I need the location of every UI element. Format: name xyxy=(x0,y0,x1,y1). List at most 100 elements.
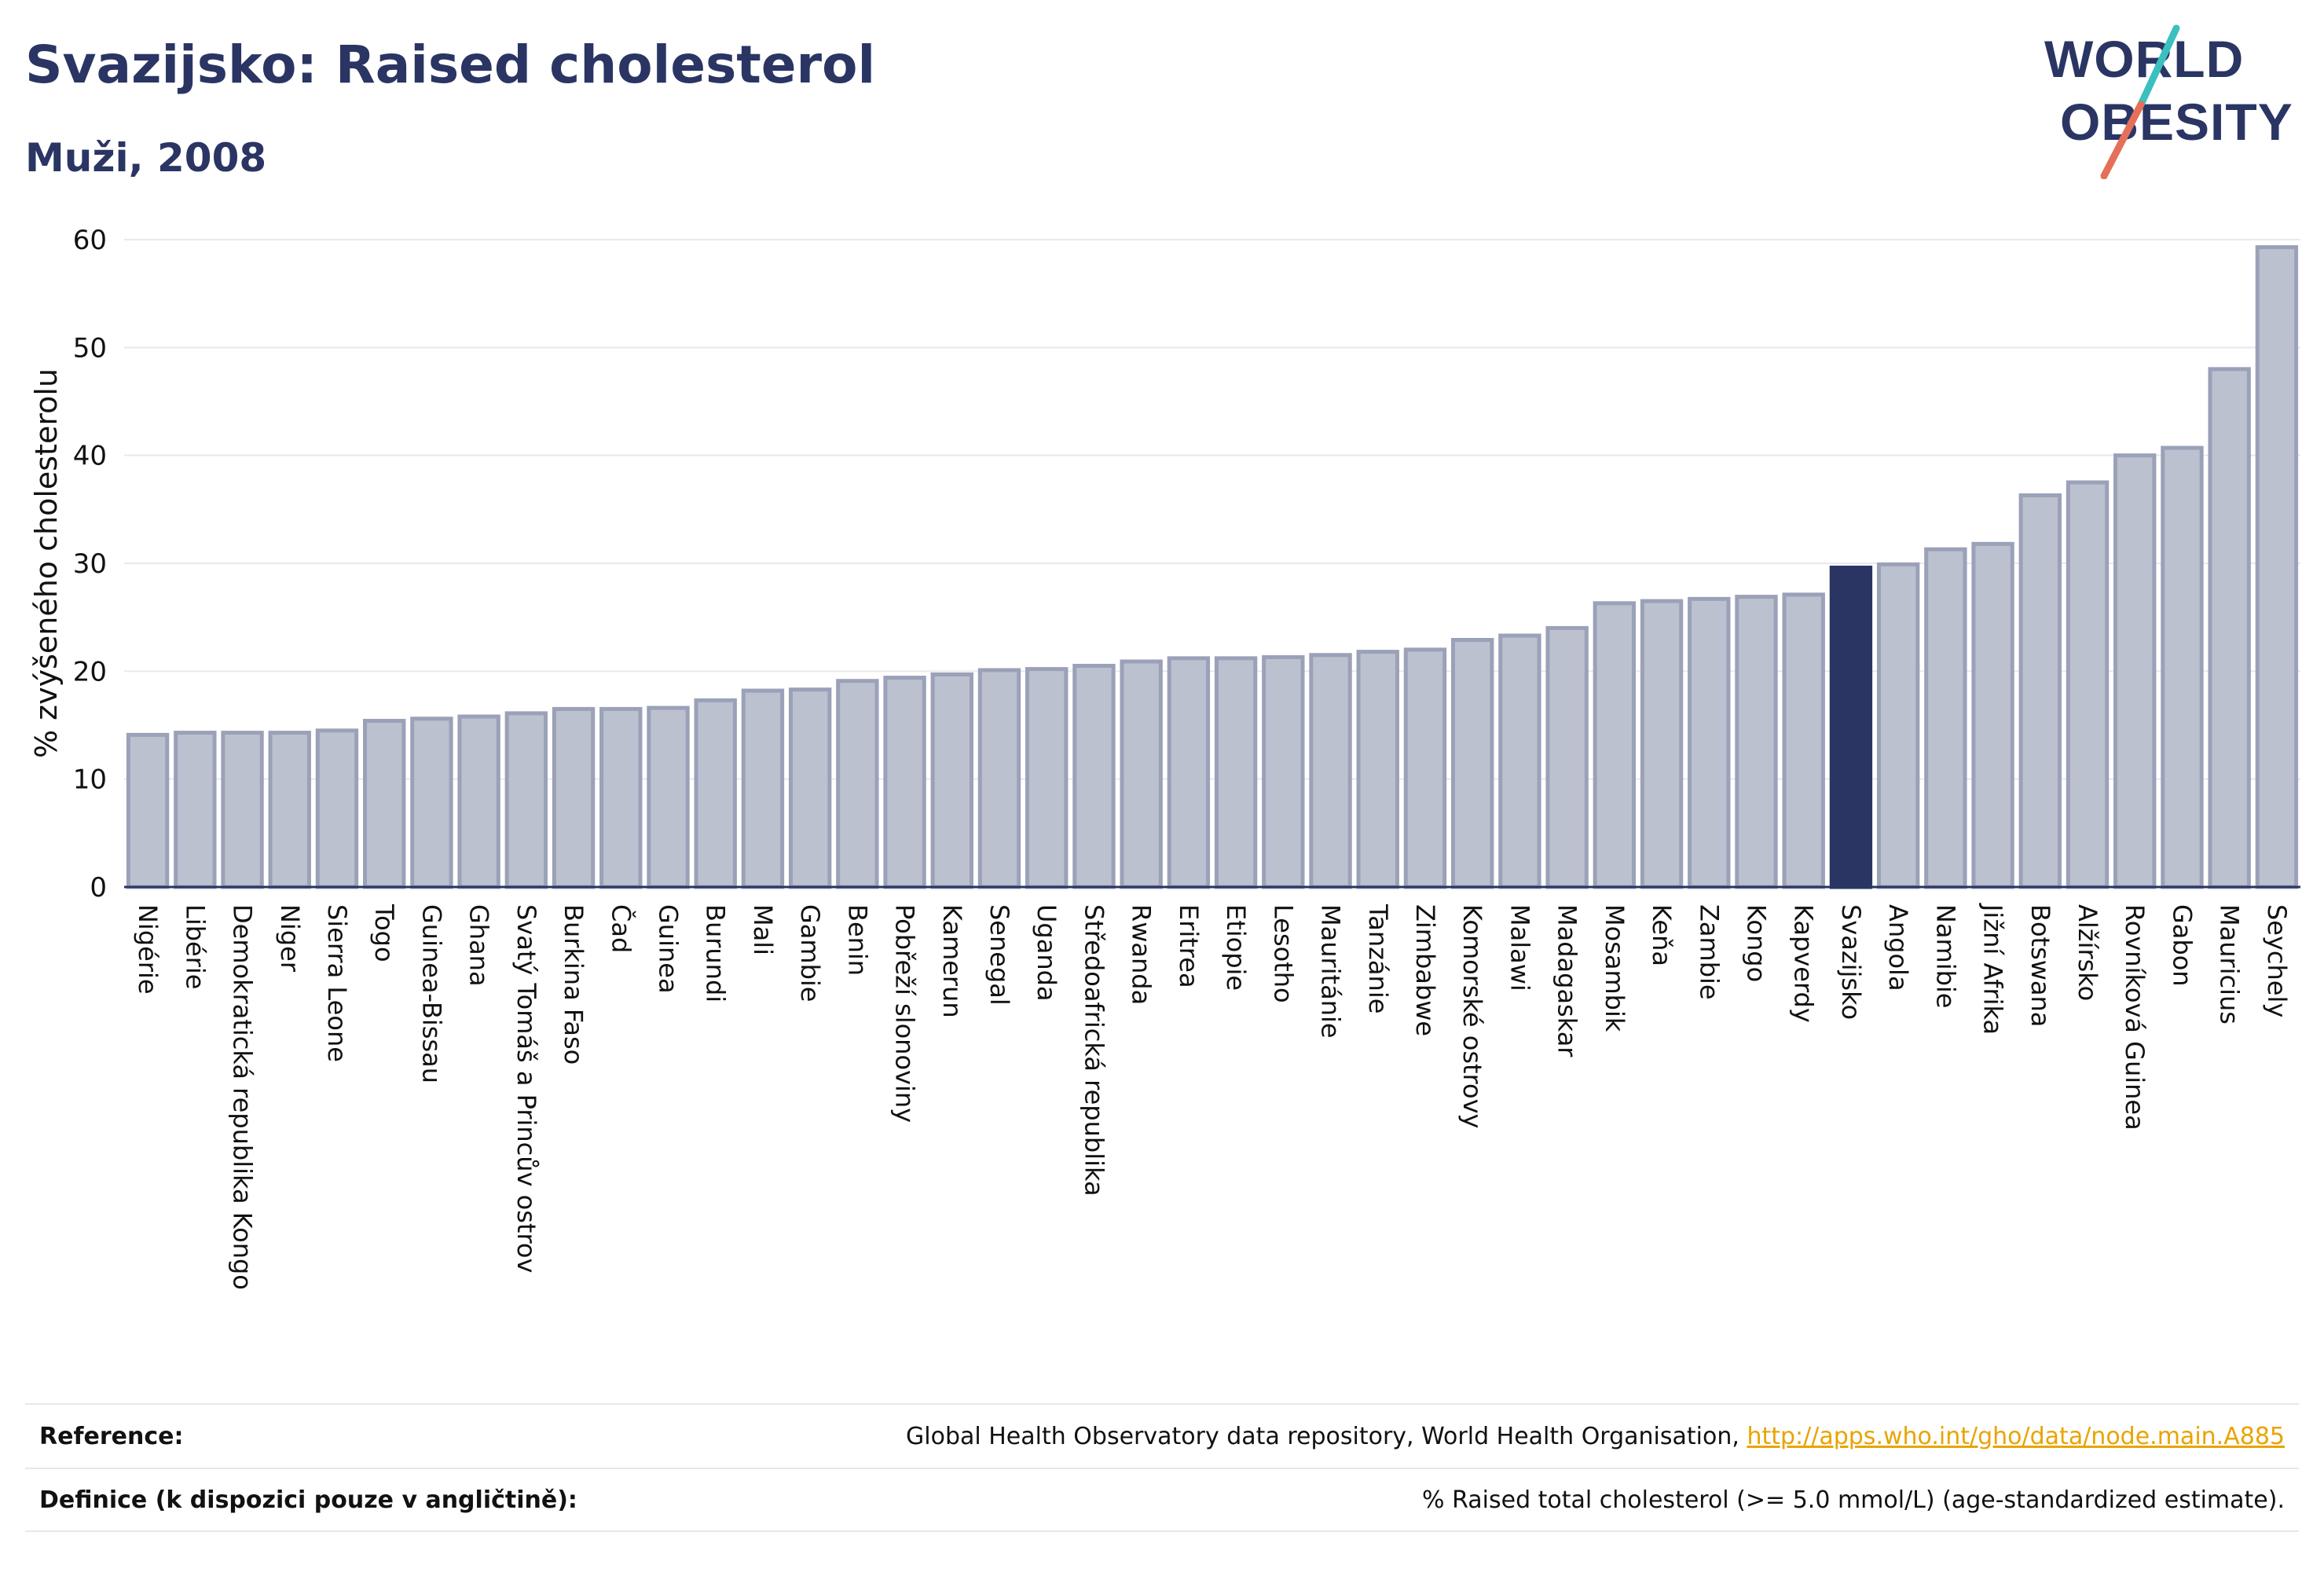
bar[interactable] xyxy=(1498,633,1541,889)
x-category-label: Mosambik xyxy=(1600,904,1629,1032)
bar[interactable] xyxy=(599,706,643,889)
bar[interactable] xyxy=(1451,638,1494,889)
y-tick-label: 50 xyxy=(73,332,107,364)
x-category-label: Jižní Afrika xyxy=(1978,903,2008,1035)
bar[interactable] xyxy=(647,706,690,889)
bar[interactable] xyxy=(221,731,264,889)
bar[interactable] xyxy=(977,668,1021,889)
logo-slash-teal xyxy=(2137,24,2180,108)
y-tick-label: 0 xyxy=(90,872,107,903)
bar[interactable] xyxy=(457,714,500,889)
bar[interactable] xyxy=(1214,656,1258,889)
x-category-label: Eritrea xyxy=(1174,904,1204,988)
bar[interactable] xyxy=(1072,663,1116,889)
reference-label: Reference: xyxy=(39,1422,184,1450)
bar[interactable] xyxy=(1876,562,1920,889)
chart-subtitle: Muži, 2008 xyxy=(25,135,267,181)
x-category-label: Svatý Tomáš a Princův ostrov xyxy=(511,904,541,1273)
x-category-label: Kamerun xyxy=(937,904,967,1018)
bar[interactable] xyxy=(1120,659,1163,889)
x-category-label: Zimbabwe xyxy=(1410,904,1440,1036)
x-category-label: Zambie xyxy=(1694,904,1724,1000)
bar[interactable] xyxy=(1735,595,1778,889)
bar[interactable] xyxy=(1688,596,1731,889)
x-category-label: Libérie xyxy=(180,904,210,989)
y-tick-label: 30 xyxy=(73,548,107,580)
x-category-label: Mauricius xyxy=(2215,904,2245,1024)
x-category-label: Kapverdy xyxy=(1789,904,1819,1023)
x-category-label: Guinea xyxy=(654,904,684,994)
reference-table: Reference: Global Health Observatory dat… xyxy=(25,1403,2299,1532)
bar[interactable] xyxy=(126,732,170,889)
x-axis-labels: Nigérie Libérie Demokratická republika Kon… xyxy=(133,903,2292,1290)
y-tick-label: 60 xyxy=(73,225,107,256)
bars xyxy=(126,245,2299,889)
bar[interactable] xyxy=(2208,367,2251,889)
bar[interactable] xyxy=(2113,453,2157,889)
x-category-label: Niger xyxy=(275,904,305,973)
bar[interactable] xyxy=(1262,654,1305,889)
bar[interactable] xyxy=(268,731,311,889)
reference-value: Global Health Observatory data repositor… xyxy=(906,1423,2285,1450)
x-category-label: Senegal xyxy=(984,904,1014,1006)
x-category-label: Benin xyxy=(842,904,872,976)
bar[interactable] xyxy=(1545,625,1589,889)
x-category-label: Tanzánie xyxy=(1363,903,1393,1013)
x-category-label: Burkina Faso xyxy=(559,904,588,1065)
bar[interactable] xyxy=(1025,667,1069,889)
x-category-label: Demokratická republika Kongo xyxy=(228,904,258,1290)
bar[interactable] xyxy=(174,731,217,889)
x-category-label: Pobřeží slonoviny xyxy=(890,904,920,1123)
x-category-label: Komorské ostrovy xyxy=(1457,904,1487,1129)
y-tick-label: 20 xyxy=(73,656,107,687)
bar[interactable] xyxy=(1356,650,1399,889)
x-category-label: Středoafrická republika xyxy=(1079,904,1109,1197)
definition-row: Definice (k dispozici pouze v angličtině… xyxy=(25,1468,2299,1532)
bar[interactable] xyxy=(410,717,453,889)
x-category-label: Burundi xyxy=(701,904,731,1002)
bar[interactable] xyxy=(788,687,832,889)
bar[interactable] xyxy=(1403,647,1447,889)
bar[interactable] xyxy=(1971,541,2014,889)
bar[interactable] xyxy=(1782,592,1825,889)
definition-label: Definice (k dispozici pouze v angličtině… xyxy=(39,1486,577,1514)
y-tick-label: 10 xyxy=(73,764,107,796)
x-category-label: Rovníková Guinea xyxy=(2120,904,2150,1131)
bar[interactable] xyxy=(1167,656,1211,889)
bar[interactable] xyxy=(883,676,926,889)
x-category-label: Malawi xyxy=(1505,904,1534,991)
bar[interactable] xyxy=(2255,245,2299,889)
bar[interactable] xyxy=(363,719,406,889)
x-category-label: Mali xyxy=(748,904,778,955)
x-category-label: Gabon xyxy=(2167,904,2197,987)
bar[interactable] xyxy=(1309,653,1352,889)
x-category-label: Nigérie xyxy=(133,904,163,995)
bar[interactable] xyxy=(2066,480,2110,889)
y-tick-label: 40 xyxy=(73,441,107,472)
x-category-label: Svazijsko xyxy=(1836,904,1866,1020)
reference-row: Reference: Global Health Observatory dat… xyxy=(25,1403,2299,1468)
x-category-label: Seychely xyxy=(2262,904,2292,1017)
logo-slash-red xyxy=(2100,101,2145,179)
world-obesity-logo: WORLD OBESITY xyxy=(2044,24,2293,179)
bar[interactable] xyxy=(930,672,973,889)
bar[interactable] xyxy=(552,706,596,889)
x-category-label: Madagaskar xyxy=(1552,904,1582,1057)
x-category-label: Ghana xyxy=(464,904,494,987)
bar[interactable] xyxy=(2161,445,2204,889)
bar[interactable] xyxy=(694,698,737,889)
bar[interactable] xyxy=(1640,599,1684,889)
bar[interactable] xyxy=(504,711,548,889)
bar[interactable] xyxy=(1924,547,1967,889)
x-category-label: Alžírsko xyxy=(2073,904,2102,1001)
reference-text: Global Health Observatory data repositor… xyxy=(906,1422,1747,1450)
bar[interactable] xyxy=(2018,493,2062,889)
bar[interactable] xyxy=(1593,601,1637,889)
bar-highlighted[interactable] xyxy=(1829,565,1873,889)
x-category-label: Namibie xyxy=(1930,904,1960,1009)
bar[interactable] xyxy=(315,728,359,889)
reference-link[interactable]: http://apps.who.int/gho/data/node.main.A… xyxy=(1747,1422,2285,1450)
bar[interactable] xyxy=(741,688,785,889)
x-category-label: Etiopie xyxy=(1221,904,1251,991)
bar[interactable] xyxy=(836,679,879,889)
